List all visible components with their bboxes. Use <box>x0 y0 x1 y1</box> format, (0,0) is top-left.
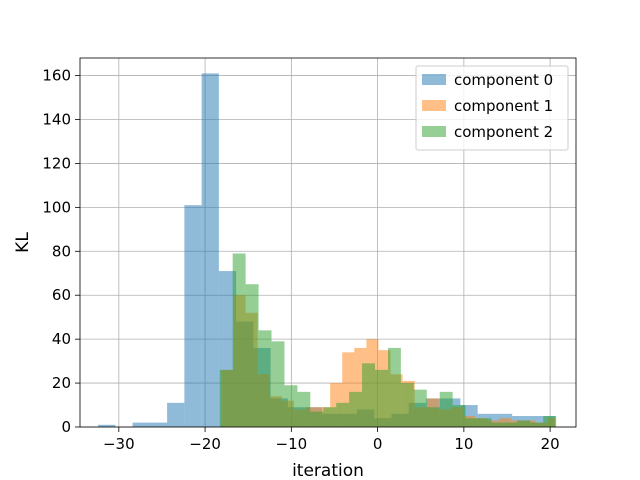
bar-component-2-bin-22 <box>504 422 518 427</box>
x-tick-label-10: 10 <box>454 435 473 453</box>
tick-labels: −30 −20 −10 0 10 20 0 20 40 60 80 100 120 140 160 <box>42 67 559 453</box>
bar-component-2-bin-21 <box>491 422 505 427</box>
bar-component-2-bin-3 <box>258 330 272 427</box>
y-tick-label-60: 60 <box>52 286 71 304</box>
legend-swatch-component-1 <box>422 100 446 111</box>
legend-label-component-0: component 0 <box>454 71 553 89</box>
bar-component-0-bin-0 <box>98 424 116 427</box>
x-tick-label-20: 20 <box>541 435 560 453</box>
bar-component-2-bin-20 <box>478 418 492 427</box>
bar-component-2-bin-14 <box>400 383 414 427</box>
x-axis-label: iteration <box>292 461 364 480</box>
bar-component-0-bin-4 <box>167 402 185 427</box>
bar-component-2-bin-10 <box>349 391 363 427</box>
y-axis-label: KL <box>13 232 33 253</box>
axes-frame <box>79 57 577 428</box>
bar-component-2-bin-11 <box>362 363 376 427</box>
y-tick-label-0: 0 <box>61 418 71 436</box>
bar-component-2-bin-19 <box>465 418 479 427</box>
x-tick-label-10: −10 <box>276 435 308 453</box>
bar-component-2-bin-12 <box>375 369 388 427</box>
bar-component-2-bin-15 <box>413 389 427 427</box>
bar-component-2-bin-16 <box>426 407 440 427</box>
x-tick-label-30: −30 <box>103 435 135 453</box>
y-tick-label-160: 160 <box>42 67 71 85</box>
legend-label-component-1: component 1 <box>454 97 553 115</box>
bar-component-2-bin-9 <box>336 402 350 427</box>
bar-component-2-bin-8 <box>323 407 337 427</box>
y-tick-label-100: 100 <box>42 198 71 216</box>
x-tick-label-20: −20 <box>189 435 221 453</box>
bar-component-2-bin-1 <box>232 253 246 427</box>
bar-component-2-bin-25 <box>543 416 557 427</box>
y-tick-label-140: 140 <box>42 111 71 129</box>
y-tick-label-120: 120 <box>42 154 71 172</box>
bar-component-0-bin-5 <box>184 205 202 427</box>
x-tick-label-0: 0 <box>373 435 383 453</box>
tick-marks <box>75 75 551 432</box>
bar-component-2-bin-13 <box>387 347 401 427</box>
bar-component-2-bin-2 <box>245 284 259 427</box>
histogram-bars <box>98 73 557 427</box>
legend-swatch-component-0 <box>422 74 446 85</box>
bar-component-0-bin-25 <box>529 416 547 427</box>
bar-component-0-bin-3 <box>149 422 168 427</box>
y-tick-label-80: 80 <box>52 242 71 260</box>
y-tick-label-20: 20 <box>52 374 71 392</box>
bar-component-2-bin-17 <box>439 391 453 427</box>
bar-component-2-bin-24 <box>530 422 544 427</box>
bar-component-2-bin-6 <box>297 391 311 427</box>
bar-component-2-bin-23 <box>517 420 531 427</box>
legend-box <box>415 65 569 151</box>
bar-component-2-bin-4 <box>271 341 285 427</box>
bar-component-0-bin-6 <box>201 73 219 427</box>
bar-component-2-bin-18 <box>452 405 466 427</box>
legend-swatch-component-2 <box>422 126 446 137</box>
bar-component-0-bin-2 <box>132 422 150 427</box>
bar-component-2-bin-7 <box>310 411 324 427</box>
bar-component-2-bin-0 <box>219 369 233 427</box>
legend: component 0 component 1 component 2 <box>415 65 569 151</box>
y-tick-label-40: 40 <box>52 330 71 348</box>
bar-component-2-bin-5 <box>284 385 298 427</box>
legend-label-component-2: component 2 <box>454 123 553 141</box>
